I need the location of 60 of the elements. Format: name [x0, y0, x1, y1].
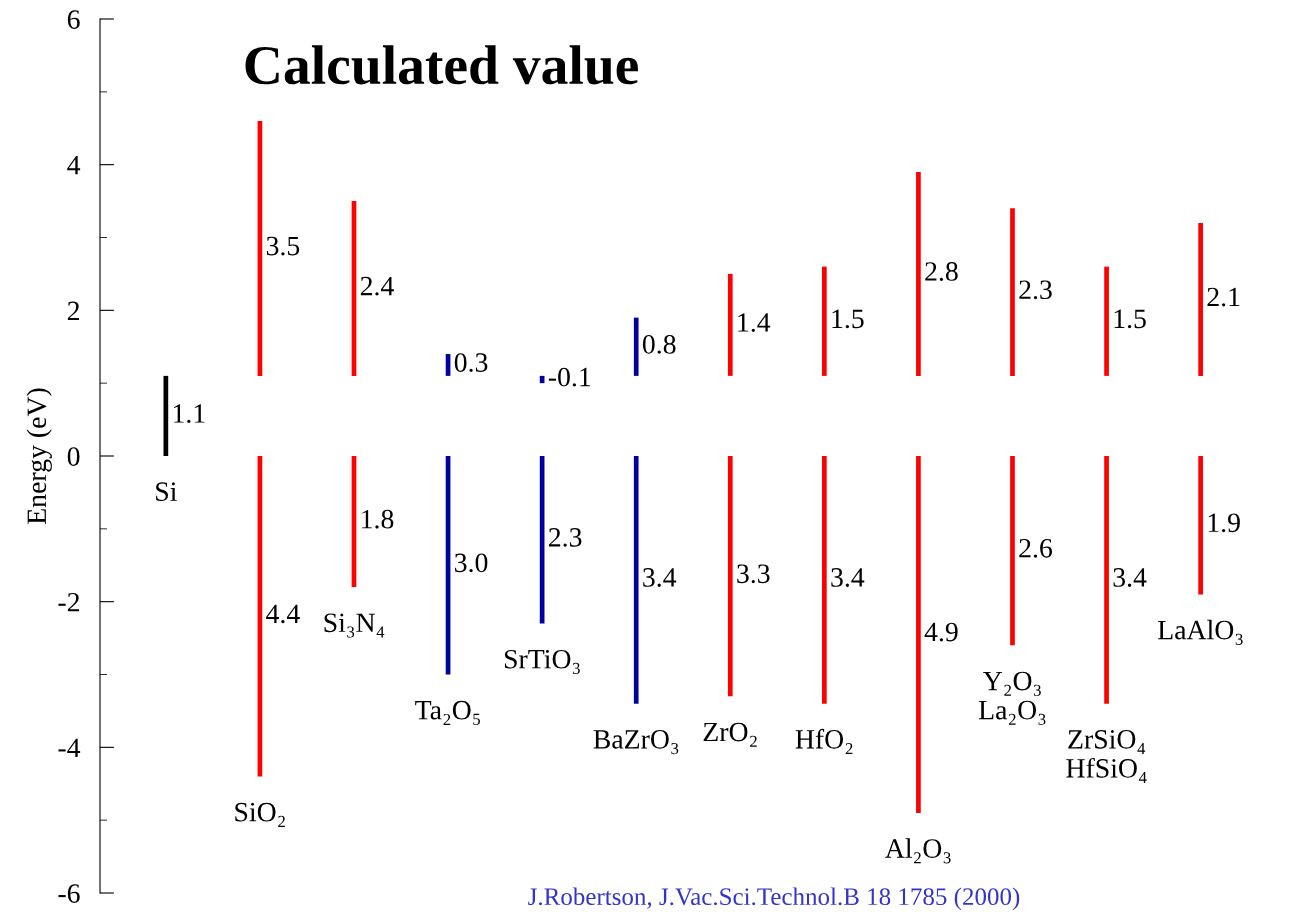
data-label: 0.8 [642, 334, 676, 354]
data-label: 3.4 [643, 568, 677, 587]
data-label: 1.8 [362, 509, 394, 529]
y-tick-label: -4 [58, 738, 81, 757]
bar [1198, 456, 1203, 595]
y-tick-label: 0 [67, 447, 80, 466]
annotation: J.Robertson, J.Vac.Sci.Technol.B 18 1785 (2000) [528, 887, 1020, 911]
x-tick-label: SiO₂ [235, 802, 285, 827]
bar [1104, 456, 1109, 704]
data-label: 3.5 [266, 236, 300, 256]
bar [916, 171, 921, 376]
y-tick-label: 2 [67, 301, 80, 320]
data-label: 1.5 [1114, 309, 1146, 329]
data-label: 2.3 [549, 528, 582, 547]
x-tick-label: Y₂O₃ La₂O₃ [978, 671, 1046, 725]
x-tick-label: Si₃N₄ [324, 613, 385, 638]
bar [633, 456, 639, 704]
bar [1104, 266, 1109, 376]
y-axis-title: Energy (eV) [26, 388, 52, 524]
y-tick-label: 4 [67, 156, 81, 175]
x-tick-label: Ta₂O₅ [415, 700, 480, 725]
data-label: 0.3 [454, 353, 488, 373]
bar [727, 456, 733, 697]
data-label: 2.3 [1019, 280, 1052, 300]
data-label: 1.1 [173, 404, 205, 424]
data-label: 1.4 [738, 313, 771, 332]
bar [1010, 208, 1015, 376]
data-label: 2.4 [360, 276, 394, 296]
x-tick-label: ZrSiO₄ HfSiO₄ [1066, 730, 1147, 784]
bar [916, 456, 921, 813]
chart-title: Calculated value [245, 45, 638, 85]
bar [1198, 222, 1203, 376]
bar [822, 456, 827, 704]
data-label: -0.1 [548, 367, 591, 387]
data-label: 3.4 [831, 568, 865, 587]
y-tick-label: -2 [58, 592, 80, 612]
y-tick-label: -6 [58, 884, 80, 903]
x-tick-label: Si [156, 482, 177, 502]
bar [822, 266, 827, 376]
data-label: 2.8 [925, 262, 958, 281]
data-label: 2.1 [1207, 287, 1240, 307]
bar [633, 317, 639, 376]
data-label: 2.6 [1019, 538, 1053, 558]
x-tick-label: Al₂O₃ [885, 838, 951, 864]
bar [727, 273, 733, 376]
data-label: 1.5 [832, 309, 864, 329]
y-tick-label: 6 [67, 10, 80, 29]
data-label: 1.9 [1208, 513, 1240, 533]
bar [163, 375, 169, 456]
data-label: 3.4 [1113, 568, 1147, 587]
data-label: 4.9 [924, 622, 958, 642]
x-tick-label: ZrO₂ [703, 722, 757, 747]
x-tick-label: LaAlO₃ [1158, 619, 1243, 645]
bar [1010, 456, 1015, 646]
x-tick-label: HfO₂ [795, 728, 853, 755]
data-label: 4.4 [266, 604, 300, 624]
data-label: 3.3 [737, 564, 770, 584]
data-label: 3.0 [455, 553, 488, 573]
x-tick-label: BaZrO₃ [593, 730, 679, 755]
x-tick-label: SrTiO₃ [504, 649, 580, 675]
